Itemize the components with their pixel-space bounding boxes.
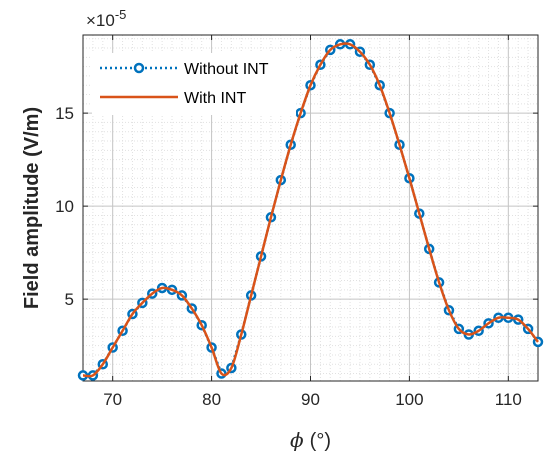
x-tick-label: 110 [495,390,522,409]
legend-label-with-int: With INT [184,90,246,107]
x-tick-label: 80 [202,390,221,409]
x-tick-label: 70 [103,390,122,409]
y-tick-label: 15 [55,104,74,123]
legend: Without INT With INT [92,53,296,115]
y-tick-labels: 5 10 15 [55,104,74,309]
y-tick-label: 5 [65,290,74,309]
x-tick-label: 90 [301,390,320,409]
y-tick-label: 10 [55,197,74,216]
legend-label-without-int: Without INT [184,61,269,78]
x-axis-label: ϕ (°) [290,428,331,452]
y-exponent: ×10-5 [86,7,126,30]
y-axis-label: Field amplitude (V/m) [21,107,43,309]
x-tick-label: 100 [395,390,423,409]
legend-marker-without-int [135,64,143,72]
x-tick-labels: 70 80 90 100 110 [103,390,522,409]
